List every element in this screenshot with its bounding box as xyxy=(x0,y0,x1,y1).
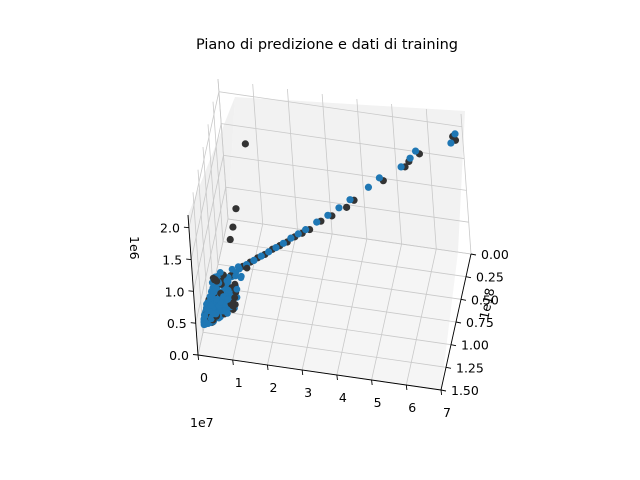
axis-lines xyxy=(183,214,477,396)
z-tick-label: 1.0 xyxy=(165,284,185,299)
prediction-point xyxy=(257,252,265,260)
cluster-point xyxy=(228,265,236,273)
tick-labels: 0 1 2 3 4 5 6 7 0.00 0.25 0.50 0.75 1.00 1.25 1.50 0.0 0… xyxy=(160,221,509,420)
prediction-point xyxy=(346,196,354,204)
cluster-point xyxy=(207,301,215,309)
z-tick-mark xyxy=(186,258,192,260)
z-gridline xyxy=(188,91,462,228)
y-tick-mark xyxy=(455,321,462,324)
prediction-point xyxy=(302,226,310,234)
data-points xyxy=(200,130,460,329)
prediction-point xyxy=(375,174,383,182)
cluster-point xyxy=(232,272,239,280)
prediction-point xyxy=(447,139,455,147)
x-offset-text: 1e7 xyxy=(190,415,214,430)
training-point xyxy=(229,223,237,231)
x-tick-mark xyxy=(440,389,443,396)
x-tick-label: 4 xyxy=(339,390,347,405)
training-point xyxy=(226,235,234,244)
x-tick-label: 6 xyxy=(408,400,416,415)
y-tick-label: 1.25 xyxy=(456,360,484,375)
z-gridline xyxy=(195,186,469,324)
x-tick-label: 2 xyxy=(269,380,277,395)
y-tick-mark xyxy=(465,276,472,279)
x-tick-label: 0 xyxy=(200,370,208,385)
y-tick-label: 1.00 xyxy=(461,338,489,353)
prediction-point xyxy=(397,163,405,171)
prediction-point xyxy=(272,243,280,252)
cluster-point xyxy=(201,312,209,320)
z-tick-label: 2.0 xyxy=(160,221,180,236)
z-gridline xyxy=(190,123,465,260)
cluster-point xyxy=(224,296,232,303)
z-tick-label: 1.5 xyxy=(162,253,182,268)
y-tick-label: 1.50 xyxy=(451,383,479,398)
x-tick-mark xyxy=(405,384,408,391)
x-tick-label: 1 xyxy=(235,375,243,390)
training-point xyxy=(232,205,240,213)
cluster-point xyxy=(209,310,217,318)
prediction-point xyxy=(324,211,332,219)
prediction-point xyxy=(364,183,373,191)
x-tick-label: 3 xyxy=(304,385,312,400)
x-tick-label: 7 xyxy=(443,405,451,420)
training-point xyxy=(241,140,249,148)
prediction-point xyxy=(294,230,302,238)
prediction-point xyxy=(335,204,343,212)
cluster-point xyxy=(237,274,245,282)
cluster-point xyxy=(216,269,224,276)
prediction-point xyxy=(279,239,287,247)
cluster-point xyxy=(231,294,239,302)
cluster-point xyxy=(234,263,242,271)
x-tick-label: 5 xyxy=(374,395,382,410)
z-tick-mark xyxy=(188,290,194,292)
x-tick-mark xyxy=(232,359,234,366)
y-tick-mark xyxy=(440,389,447,392)
z-axis-line xyxy=(187,214,199,356)
z-tick-mark xyxy=(183,226,189,229)
z-offset-text: 1e6 xyxy=(127,236,142,260)
prediction-point xyxy=(411,147,420,155)
z-tick-mark xyxy=(192,354,199,356)
y-offset-text: 1e18 xyxy=(476,287,497,321)
x-tick-mark xyxy=(197,354,200,361)
z-tick-mark xyxy=(190,322,196,324)
chart-title: Piano di predizione e dati di training xyxy=(196,37,458,53)
y-tick-label: 0.00 xyxy=(481,247,509,262)
x-tick-mark xyxy=(336,374,338,381)
training-point xyxy=(343,203,351,211)
cluster-point xyxy=(201,317,209,325)
y-tick-label: 0.50 xyxy=(471,292,499,307)
y-tick-label: 0.25 xyxy=(476,270,504,285)
y-tick-mark xyxy=(445,366,452,369)
prediction-point xyxy=(287,234,295,242)
gridlines xyxy=(187,78,472,391)
prediction-point xyxy=(313,218,321,226)
x-tick-mark xyxy=(371,379,373,386)
x-axis-line xyxy=(197,354,442,391)
y-tick-mark xyxy=(470,253,477,256)
cluster-point xyxy=(213,277,221,285)
y-tick-mark xyxy=(450,344,457,347)
z-tick-label: 0.0 xyxy=(169,348,189,363)
cluster-point xyxy=(224,286,232,294)
prediction-point xyxy=(406,154,414,162)
y-tick-mark xyxy=(460,298,467,301)
cluster-point xyxy=(212,295,220,303)
prediction-point xyxy=(250,256,258,264)
cluster-point xyxy=(243,264,251,272)
cluster-point xyxy=(233,285,241,293)
x-tick-mark xyxy=(301,369,304,376)
floor-pane xyxy=(198,219,458,390)
z-tick-label: 0.5 xyxy=(167,316,187,331)
x-tick-mark xyxy=(266,364,269,371)
prediction-point xyxy=(265,248,273,256)
y-tick-label: 0.75 xyxy=(466,315,494,330)
cluster-point xyxy=(224,309,231,317)
prediction-point xyxy=(451,130,459,138)
